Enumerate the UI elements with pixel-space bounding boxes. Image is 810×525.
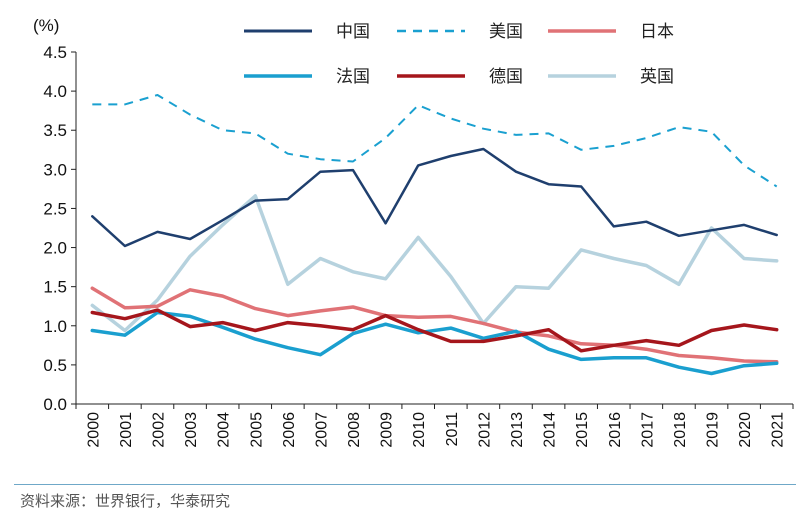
series-line-5 [90, 194, 779, 333]
y-tick-label: 4.5 [43, 43, 67, 62]
series-line-1 [92, 94, 778, 188]
x-tick-label: 2020 [737, 412, 754, 448]
y-tick-label: 0.5 [43, 356, 67, 375]
x-tick-label: 2000 [85, 412, 102, 448]
y-tick-label: 0.0 [43, 395, 67, 414]
x-tick-label: 2021 [770, 412, 787, 448]
source-note: 资料来源：世界银行，华泰研究 [20, 492, 231, 510]
y-unit-label: (%) [33, 16, 59, 35]
y-tick-label: 3.5 [43, 121, 67, 140]
x-tick-label: 2018 [672, 412, 689, 448]
x-tick-label: 2008 [346, 412, 363, 448]
legend-label-1: 美国 [489, 22, 523, 42]
y-tick-label: 1.5 [43, 278, 67, 297]
x-tick-label: 2003 [183, 412, 200, 448]
x-tick-label: 2005 [248, 412, 265, 448]
x-tick-label: 2010 [411, 412, 428, 448]
x-tick-label: 2009 [379, 412, 396, 448]
y-tick-label: 1.0 [43, 317, 67, 336]
y-tick-label: 2.5 [43, 199, 67, 218]
x-tick-label: 2016 [607, 412, 624, 448]
legend-label-4: 德国 [489, 67, 523, 87]
x-axis: 2000 2001 2002 2003 2004 2005 2006 2007 2008 2009… [75, 403, 794, 448]
series-line-0 [91, 147, 778, 248]
y-tick-label: 4.0 [43, 82, 67, 101]
x-tick-label: 2004 [216, 412, 233, 448]
series-line-2 [90, 286, 779, 364]
source-divider [14, 484, 796, 485]
legend-label-5: 英国 [640, 67, 674, 87]
legend-label-2: 日本 [640, 22, 674, 42]
x-tick-label: 2015 [574, 412, 591, 448]
series-lines [90, 94, 779, 376]
x-tick-label: 2006 [281, 412, 298, 448]
x-tick-label: 2012 [476, 412, 493, 448]
x-tick-label: 2019 [705, 412, 722, 448]
series-line-4 [90, 308, 779, 353]
x-tick-label: 2011 [444, 412, 461, 447]
x-tick-label: 2014 [542, 412, 559, 448]
y-tick-label: 2.0 [43, 239, 67, 258]
y-tick-label: 3.0 [43, 160, 67, 179]
x-tick-label: 2017 [639, 412, 656, 448]
x-tick-label: 2013 [509, 412, 526, 448]
x-tick-label: 2001 [118, 412, 135, 448]
x-tick-label: 2002 [150, 412, 167, 448]
legend-label-3: 法国 [336, 67, 370, 87]
series-line-3 [90, 310, 779, 376]
x-tick-label: 2007 [313, 412, 330, 448]
y-axis: 0.0 0.5 1.0 1.5 2.0 2.5 3.0 3.5 4.0 4.5 [43, 43, 77, 414]
legend-label-0: 中国 [336, 22, 370, 42]
